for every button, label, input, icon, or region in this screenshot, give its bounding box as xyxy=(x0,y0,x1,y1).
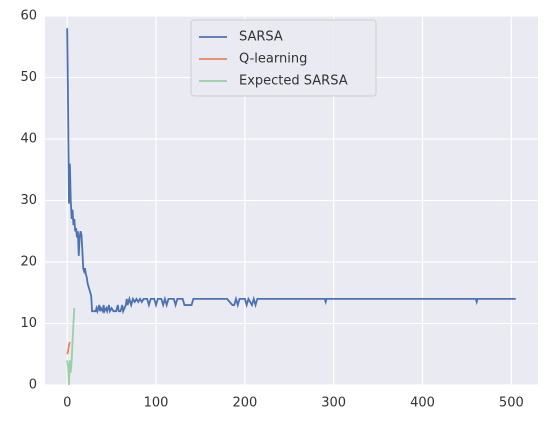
y-tick-label: 60 xyxy=(20,9,37,24)
x-tick-label: 200 xyxy=(232,396,257,411)
y-tick-label: 0 xyxy=(29,378,37,393)
y-tick-label: 40 xyxy=(20,132,37,147)
x-tick-label: 500 xyxy=(499,396,524,411)
y-tick-label: 50 xyxy=(20,70,37,85)
y-tick-label: 10 xyxy=(20,316,37,331)
legend-label: SARSA xyxy=(239,30,283,45)
x-tick-label: 400 xyxy=(410,396,435,411)
legend-label: Expected SARSA xyxy=(239,74,348,89)
y-tick-label: 30 xyxy=(20,193,37,208)
legend-box xyxy=(190,19,377,97)
series-line xyxy=(66,341,71,355)
legend-label: Q-learning xyxy=(239,52,307,67)
x-tick-label: 300 xyxy=(321,396,346,411)
series-line xyxy=(66,28,516,315)
series-line xyxy=(66,308,76,386)
x-tick-label: 100 xyxy=(144,396,169,411)
x-tick-label: 0 xyxy=(63,396,71,411)
y-tick-label: 20 xyxy=(20,255,37,270)
